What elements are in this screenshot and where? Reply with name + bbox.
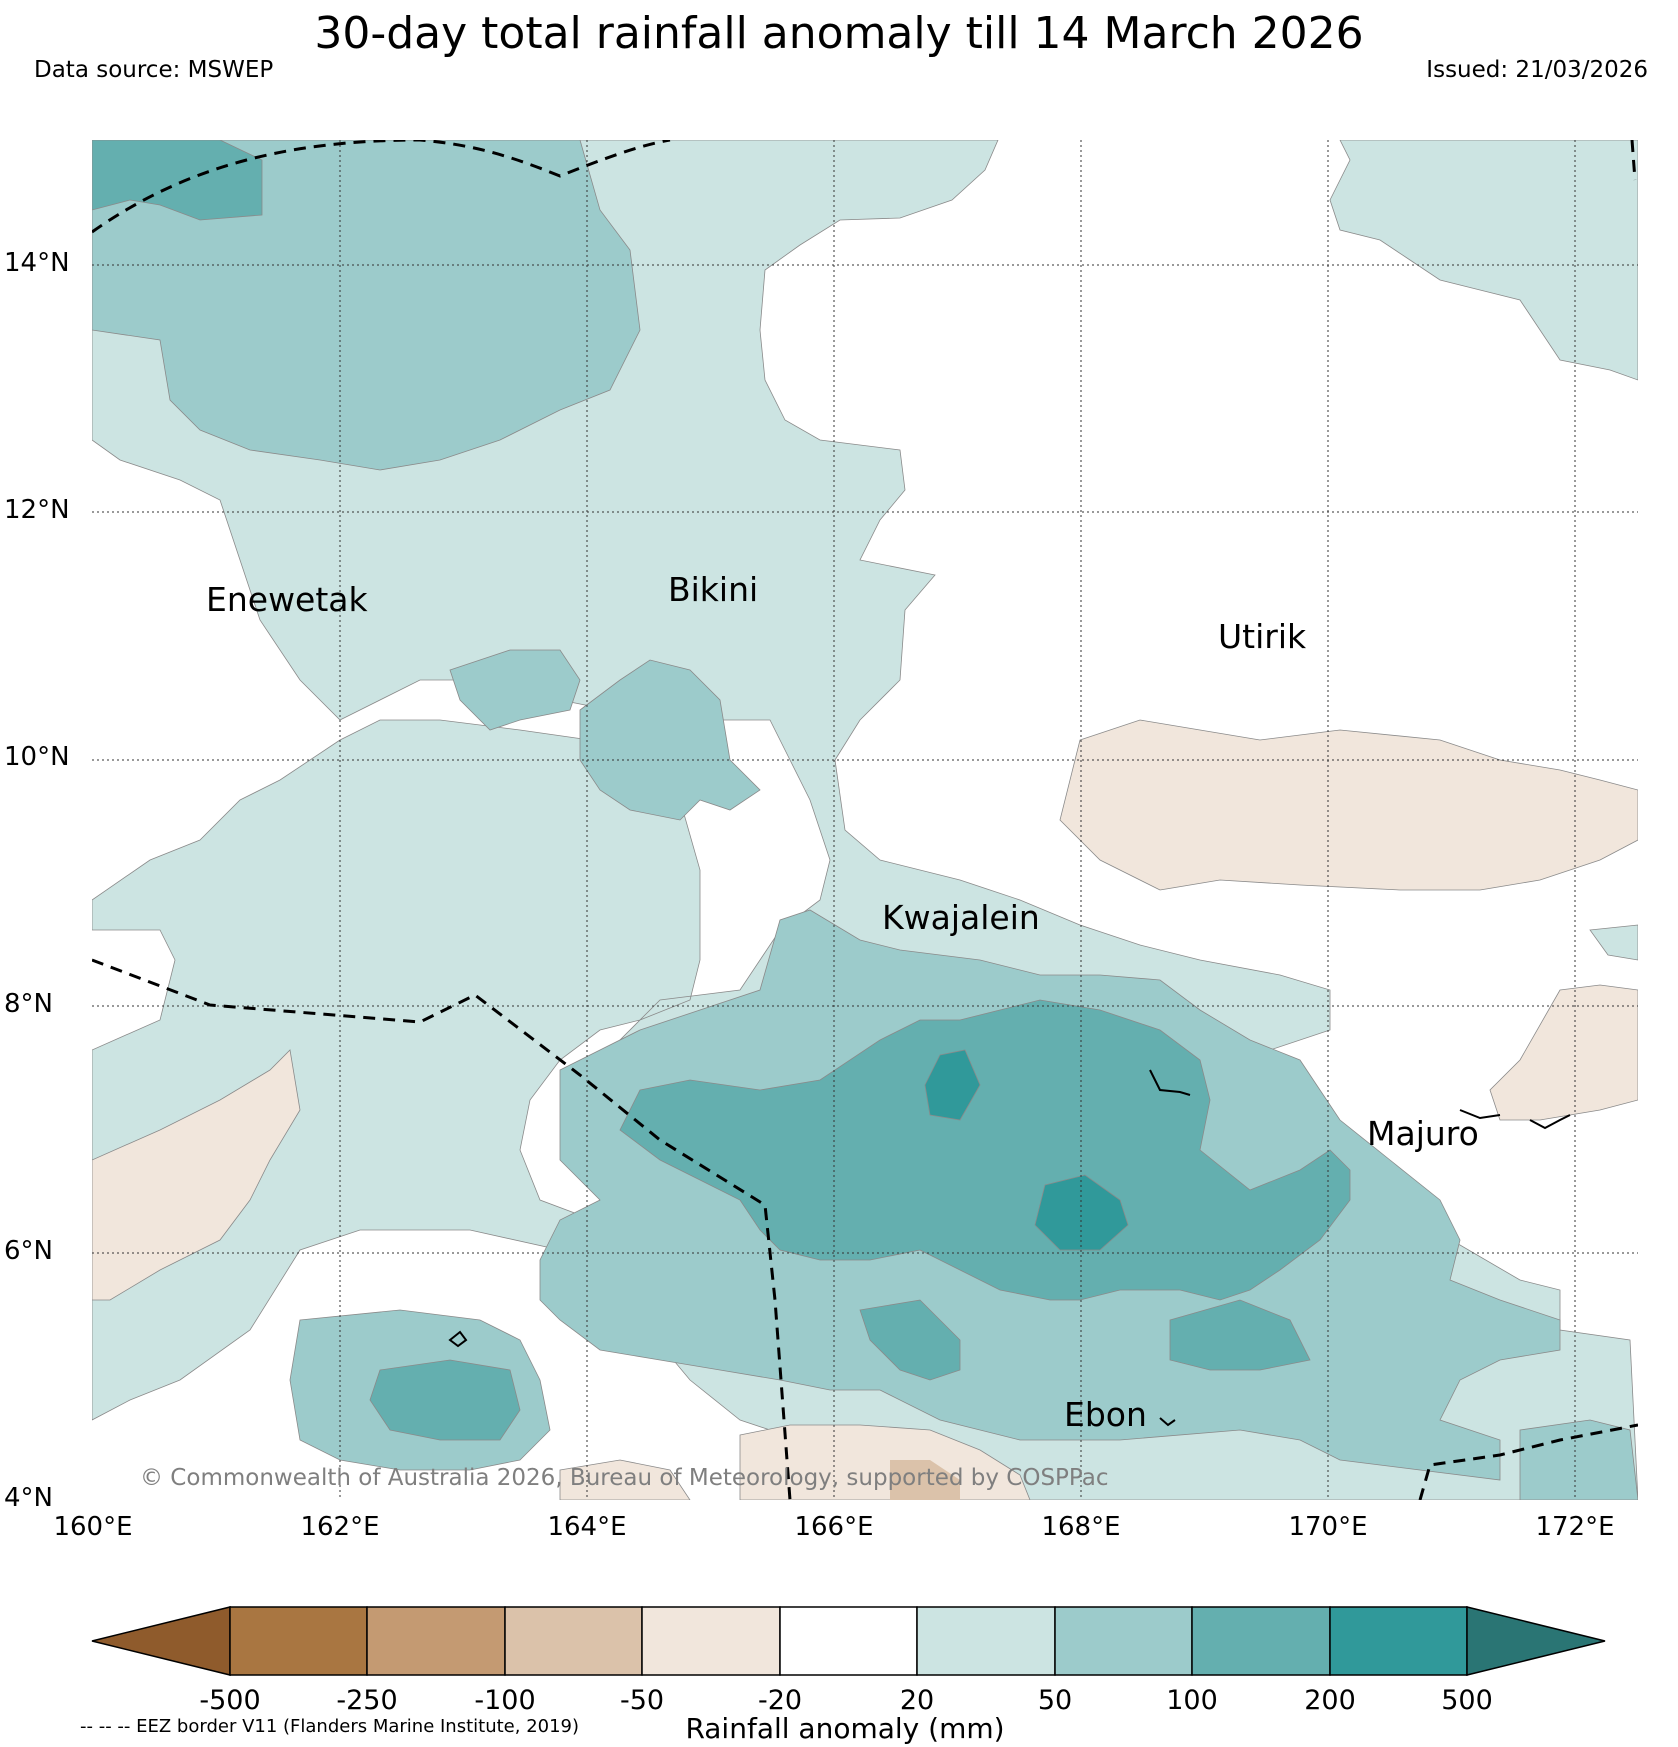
kwajalein-atoll (1149, 1069, 1191, 1096)
lon-label-170e: 170°E (1288, 1512, 1368, 1542)
lon-label-162e: 162°E (300, 1512, 380, 1542)
graticule (92, 140, 1638, 1500)
colorbar-tick: -20 (757, 1685, 803, 1716)
colorbar-bin-6 (916, 1606, 1056, 1676)
anomaly-region-50-100-bikini (579, 659, 761, 821)
rainfall-anomaly-field (92, 140, 1638, 1500)
lat-label-10n: 10°N (4, 742, 70, 772)
colorbar (91, 1606, 1606, 1676)
majuro-atoll (1459, 1109, 1571, 1130)
colorbar-tick: -500 (199, 1685, 261, 1716)
lat-label-4n: 4°N (4, 1483, 53, 1513)
place-label-utirik: Utirik (1218, 617, 1307, 656)
colorbar-tick: 50 (1037, 1685, 1073, 1716)
eez-border-northeast (1630, 140, 1637, 181)
anomaly-region-50-100-southeast (1519, 1419, 1638, 1500)
eez-border-west (92, 958, 792, 1500)
atolls (448, 1069, 1571, 1427)
eez-borders (92, 140, 1638, 1500)
eez-border-north (92, 140, 671, 234)
data-source-label: Data source: MSWEP (34, 57, 274, 83)
lon-label-166e: 166°E (794, 1512, 874, 1542)
colorbar-tick: 100 (1166, 1685, 1218, 1716)
anomaly-region-50-100-northwest (92, 140, 641, 471)
colorbar-bin-8 (1191, 1606, 1331, 1676)
anomaly-region-100-200-south (859, 1299, 961, 1381)
colorbar-bin-9 (1329, 1606, 1468, 1676)
anomaly-region-200-500-center (1034, 1174, 1129, 1251)
colorbar-bin-3 (504, 1606, 643, 1676)
anomaly-region-dry-south-2 (559, 1459, 691, 1500)
colorbar-tick: 200 (1304, 1685, 1356, 1716)
colorbar-bin-7 (1054, 1606, 1193, 1676)
anomaly-region-100-200-northwest (92, 140, 263, 221)
colorbar-tick: -100 (474, 1685, 536, 1716)
lon-label-172e: 172°E (1535, 1512, 1615, 1542)
colorbar-bin-1 (229, 1606, 368, 1676)
lat-label-12n: 12°N (4, 495, 70, 525)
eez-border-note: -- -- -- EEZ border V11 (Flanders Marine… (80, 1716, 580, 1737)
colorbar-extend-high (1466, 1606, 1606, 1676)
anomaly-region-dry-east (1059, 719, 1638, 891)
lat-label-8n: 8°N (4, 989, 53, 1019)
ebon-atoll (1159, 1417, 1176, 1427)
colorbar-tick: -50 (619, 1685, 665, 1716)
lat-label-14n: 14°N (4, 248, 70, 278)
lon-label-168e: 168°E (1041, 1512, 1121, 1542)
eez-border-southeast (1418, 1423, 1638, 1500)
place-label-ebon: Ebon (1064, 1395, 1147, 1434)
colorbar-bin-4 (641, 1606, 781, 1676)
west-atoll (448, 1330, 468, 1348)
lon-label-164e: 164°E (547, 1512, 627, 1542)
copyright-notice: © Commonwealth of Australia 2026, Bureau… (140, 1465, 1109, 1491)
lat-label-6n: 6°N (4, 1236, 53, 1266)
colorbar-bin-2 (366, 1606, 506, 1676)
colorbar-bin-5 (779, 1606, 918, 1676)
anomaly-region-20-50-northeast (1329, 140, 1638, 381)
place-label-bikini: Bikini (668, 570, 759, 609)
issued-date-label: Issued: 21/03/2026 (1426, 57, 1648, 83)
place-label-majuro: Majuro (1367, 1114, 1479, 1153)
anomaly-region-100-200-west (369, 1359, 521, 1441)
colorbar-tick: 20 (899, 1685, 935, 1716)
anomaly-region-100-200-southeast (1169, 1299, 1311, 1371)
anomaly-region-20-50-east (1589, 924, 1638, 961)
anomaly-region-50-100-enewetak (449, 649, 581, 731)
colorbar-tick: -250 (336, 1685, 398, 1716)
lon-label-160e: 160°E (53, 1512, 133, 1542)
colorbar-tick: 500 (1441, 1685, 1493, 1716)
place-label-kwajalein: Kwajalein (882, 898, 1040, 937)
anomaly-region-200-500-north (924, 1049, 981, 1121)
map-title: 30-day total rainfall anomaly till 14 Ma… (314, 8, 1364, 59)
colorbar-extend-low (91, 1606, 231, 1676)
colorbar-title: Rainfall anomaly (mm) (685, 1712, 1005, 1745)
anomaly-region-dry-south-3 (890, 1460, 960, 1500)
place-label-enewetak: Enewetak (206, 580, 368, 619)
anomaly-region-dry-west (92, 1049, 301, 1301)
